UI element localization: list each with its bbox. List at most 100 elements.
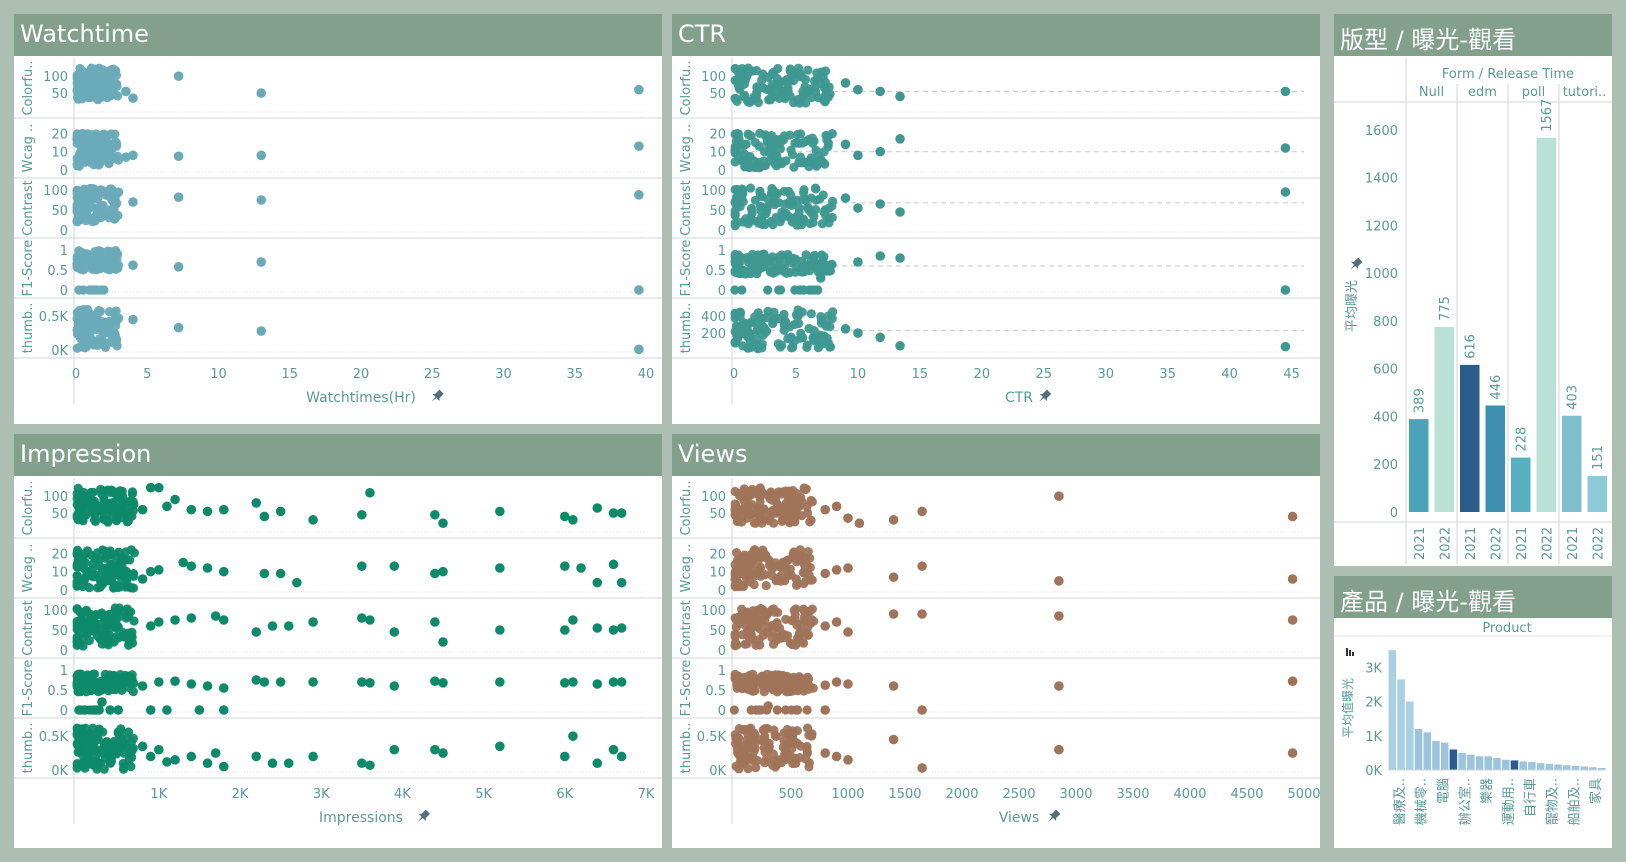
watchtime-data-point	[128, 260, 138, 270]
impression-data-point	[560, 751, 570, 762]
product-bar	[1406, 701, 1414, 770]
views-data-point	[1054, 611, 1064, 621]
views-data-point	[802, 741, 812, 752]
watchtime-row-label: Wcag ..	[21, 124, 36, 173]
ctr-x-tick-label: 0	[730, 367, 738, 382]
impression-row-label: F1-Score	[21, 660, 36, 717]
views-y-tick-label: 100	[701, 490, 726, 505]
watchtime-data-point	[96, 285, 106, 295]
ctr-data-point	[853, 328, 863, 338]
impression-data-point	[365, 678, 375, 688]
impression-data-point	[115, 502, 125, 512]
ctr-pin-icon[interactable]	[1036, 388, 1053, 405]
watchtime-data-point	[100, 80, 110, 90]
form-bar-value-label: 1567	[1540, 99, 1555, 132]
impression-data-point	[105, 498, 115, 508]
ctr-data-point	[771, 161, 782, 171]
views-data-point	[765, 511, 775, 521]
watchtime-y-tick-label: 50	[51, 87, 68, 102]
ctr-data-point	[739, 79, 749, 89]
impression-data-point	[430, 744, 440, 755]
product-x-tick-label: 機械零..	[1415, 778, 1430, 825]
impression-data-point	[576, 563, 586, 573]
impression-data-point	[592, 758, 603, 769]
form-bar	[1485, 405, 1505, 512]
views-data-point	[748, 686, 758, 696]
product-bar	[1563, 765, 1571, 770]
ctr-data-point	[799, 185, 809, 195]
impression-y-tick-label: 0	[60, 644, 68, 659]
product-title: 產品 / 曝光-觀看	[1340, 588, 1517, 616]
product-x-tick-label: 電腦	[1437, 778, 1452, 804]
views-pin-icon[interactable]	[1045, 808, 1062, 825]
ctr-data-point	[818, 95, 829, 105]
watchtime-x-tick-label: 5	[143, 367, 151, 382]
ctr-y-tick-label: 0.5	[705, 264, 726, 279]
impression-data-point	[129, 548, 140, 558]
form-pin-icon[interactable]	[1347, 256, 1364, 273]
views-data-point	[748, 606, 758, 616]
form-year-label: 2022	[1540, 527, 1555, 560]
ctr-data-point	[827, 314, 837, 324]
views-y-tick-label: 0K	[709, 764, 726, 779]
form-title: 版型 / 曝光-觀看	[1340, 26, 1517, 54]
ctr-data-point	[875, 199, 886, 209]
views-data-point	[888, 609, 899, 619]
ctr-data-point	[783, 84, 793, 94]
impression-data-point	[592, 679, 603, 689]
watchtime-data-point	[634, 285, 644, 295]
ctr-data-point	[746, 317, 756, 327]
product-bar-chart[interactable]: Product 0K 1K 2K 3K 平均值曝光醫療及.. 機械零.. 電腦 辦公室.. 樂器運…	[1334, 618, 1612, 848]
views-data-point	[771, 504, 781, 514]
views-data-point	[772, 705, 782, 715]
views-data-point	[755, 624, 765, 634]
watchtime-data-point	[74, 285, 84, 295]
views-data-point	[770, 730, 780, 741]
ctr-y-tick-label: 100	[701, 184, 726, 199]
impression-data-point	[275, 677, 286, 687]
watchtime-data-point	[111, 335, 122, 345]
views-data-point	[794, 633, 804, 643]
form-bar	[1460, 364, 1480, 512]
ctr-data-point	[810, 183, 821, 193]
views-x-axis-title: Views	[999, 810, 1040, 826]
watchtime-data-point	[634, 190, 644, 200]
product-bar	[1423, 732, 1431, 770]
impression-pin-icon[interactable]	[414, 808, 431, 825]
ctr-data-point	[840, 193, 851, 203]
views-data-point	[789, 605, 799, 615]
form-bar-value-label: 616	[1464, 334, 1479, 359]
watchtime-x-tick-label: 40	[638, 367, 655, 382]
ctr-y-tick-label: 0	[718, 284, 726, 299]
views-data-point	[755, 677, 765, 687]
ctr-data-point	[746, 131, 756, 141]
watchtime-pin-icon[interactable]	[428, 388, 445, 405]
ctr-data-point	[823, 141, 833, 152]
impression-data-point	[194, 705, 205, 715]
watchtime-data-point	[99, 186, 109, 196]
product-bar	[1493, 758, 1501, 770]
views-data-point	[831, 751, 842, 762]
sort-icon-bar	[1352, 652, 1354, 656]
views-y-tick-label: 100	[701, 604, 726, 619]
watchtime-data-point	[121, 86, 131, 97]
form-bar-value-label: 228	[1515, 427, 1530, 452]
impression-data-point	[76, 705, 86, 715]
product-y-tick-label: 0K	[1365, 764, 1382, 779]
sort-icon	[1346, 648, 1354, 656]
impression-data-point	[357, 677, 367, 687]
impression-data-point	[81, 607, 91, 617]
form-y-tick-label: 1600	[1365, 124, 1398, 139]
views-data-point	[739, 759, 749, 769]
form-year-label: 2021	[1464, 527, 1479, 560]
ctr-data-point	[812, 68, 822, 78]
impression-data-point	[127, 670, 137, 680]
impression-title: Impression	[20, 440, 152, 468]
ctr-data-point	[809, 253, 819, 263]
ctr-data-point	[875, 332, 886, 343]
